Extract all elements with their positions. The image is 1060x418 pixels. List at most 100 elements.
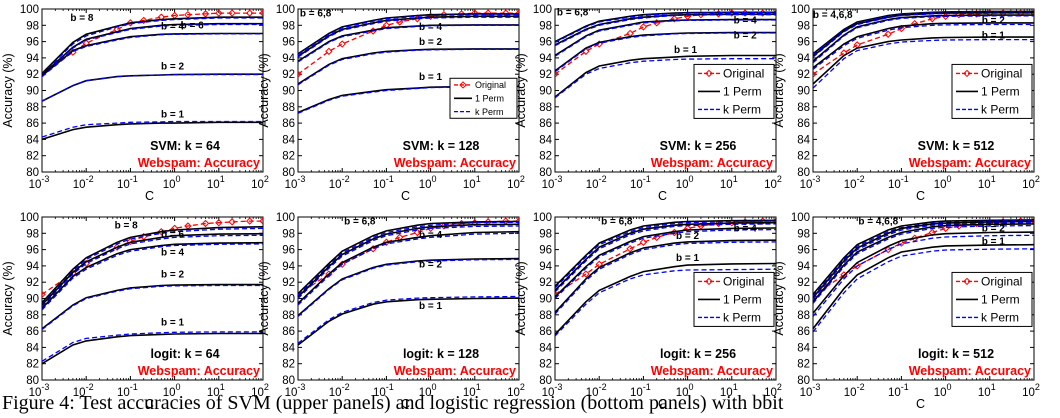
chart0-xtick-label: 10-2 — [73, 174, 94, 191]
chart4-original-marker — [228, 218, 236, 226]
chart3-ytick-label: 94 — [797, 53, 810, 65]
chart0-xtick-label: 102 — [251, 174, 269, 191]
chart5-ytick-label: 98 — [282, 228, 295, 240]
chart4-xlabel: C — [145, 397, 154, 411]
chart4-original-marker — [245, 217, 254, 225]
chart0-curve-label: b = 2 — [161, 61, 185, 72]
chart0-series-perm1-b6 — [42, 22, 263, 76]
chart4-panel: 80 82 84 86 88 90 92 94 96 98 100 10-3 10-2 10-1 100 10… — [1, 212, 269, 411]
chart7-xtick-label: 10-3 — [800, 382, 821, 399]
chart2-panel: 80 82 84 86 88 90 92 94 96 98 100 10-3 10-2 10-1 100 10… — [514, 4, 782, 203]
chart2-legend-label: Original — [723, 67, 764, 81]
chart1-ytick-label: 82 — [282, 151, 295, 163]
chart2-ytick-label: 84 — [539, 134, 552, 146]
chart0-xtick-label: 10-1 — [117, 174, 138, 191]
chart1-original-marker — [515, 9, 519, 17]
chart4-ytick-label: 84 — [26, 342, 39, 354]
chart3-series-perm1-b1 — [813, 36, 1034, 85]
chart0-original-marker — [139, 16, 148, 25]
chart4-xtick-label: 10-3 — [29, 382, 50, 399]
chart5-ytick-label: 86 — [282, 326, 295, 338]
chart5-xtick-label: 10-3 — [285, 382, 306, 399]
chart6-ylabel: Accuracy (%) — [514, 261, 528, 335]
chart4-ytick-label: 98 — [26, 228, 39, 240]
chart7-ytick-label: 94 — [797, 261, 810, 273]
chart4-original-marker — [201, 219, 210, 228]
chart0-original-marker — [215, 9, 223, 17]
chart4-series-permk-b6 — [42, 234, 263, 308]
chart2-legend-label: 1 Perm — [723, 85, 762, 99]
chart5-xlabel: C — [401, 397, 410, 411]
chart7-series-permk-b4 — [813, 224, 1034, 304]
chart7-ytick-label: 84 — [797, 342, 810, 354]
chart6-xtick-label: 100 — [676, 382, 694, 399]
chart2-curve-label: b = 2 — [734, 30, 758, 41]
chart4-xtick-label: 101 — [207, 382, 225, 399]
chart7-ytick-label: 98 — [797, 228, 810, 240]
chart0-series-permk-b4 — [42, 33, 263, 78]
chart5-ytick-label: 82 — [282, 359, 295, 371]
chart6-xlabel: C — [658, 397, 667, 411]
chart5-ytick-label: 84 — [282, 342, 295, 354]
chart0-ytick-label: 100 — [20, 4, 39, 16]
chart0-ytick-label: 98 — [26, 20, 39, 32]
chart3-curve-label: b = 4,6,8 — [813, 10, 853, 21]
chart5-xtick-label: 100 — [419, 382, 437, 399]
chart1-original-marker — [325, 47, 333, 56]
chart6-original-marker — [639, 238, 648, 246]
chart6-ytick-label: 96 — [539, 245, 552, 257]
chart2-ytick-label: 82 — [539, 151, 552, 163]
chart3-ytick-label: 84 — [797, 134, 810, 146]
chart1-curve-label: b = 6,8 — [300, 8, 332, 19]
chart1-series-original — [298, 12, 519, 75]
chart3-original-marker — [813, 70, 817, 78]
chart1-original-marker — [395, 18, 404, 26]
chart0-series-perm1-b2 — [42, 73, 263, 102]
chart4-xtick-label: 10-1 — [117, 382, 138, 399]
chart0-series-perm1-b1 — [42, 121, 263, 141]
chart7-series-permk-b6 — [813, 222, 1034, 300]
chart4-original-marker — [42, 290, 46, 299]
chart5-series-permk-b1 — [298, 295, 519, 344]
chart3-ytick-label: 80 — [797, 167, 810, 179]
chart6-xtick-label: 10-3 — [542, 382, 563, 399]
chart2-series-perm1-b6 — [555, 13, 776, 46]
chart6-ytick-label: 92 — [539, 277, 552, 289]
chart2-original-marker — [697, 10, 705, 19]
chart6-ytick-label: 82 — [539, 359, 552, 371]
chart5-ytick-label: 90 — [282, 294, 295, 306]
chart3-xtick-label: 100 — [934, 174, 952, 191]
chart2-original-marker — [555, 70, 559, 78]
chart6-series-perm1-b4 — [555, 227, 776, 298]
chart1-series-permk-b6 — [298, 16, 519, 58]
chart0-ytick-label: 94 — [26, 53, 39, 65]
chart7-series-perm1-b6 — [813, 220, 1034, 299]
chart2-series-perm1-b8 — [555, 11, 776, 43]
chart1-series-permk-b8 — [298, 14, 519, 56]
chart5-series-perm1-b4 — [298, 230, 519, 304]
chart6-ytick-label: 86 — [539, 326, 552, 338]
chart7-curve-label: b = 2 — [982, 224, 1006, 235]
chart3-series-perm1-b4 — [813, 14, 1034, 62]
chart7-series-permk-b1 — [813, 248, 1034, 333]
chart4-curve-label: b = 6 — [161, 229, 185, 240]
chart1-series-perm1-b6 — [298, 15, 519, 57]
chart5-title: logit: k = 128 — [403, 347, 479, 361]
chart0-curve-label: b = 8 — [70, 13, 94, 24]
chart0-series-permk-b2 — [42, 73, 263, 102]
chart4-series-permk-b4 — [42, 243, 263, 311]
chart3-ytick-label: 100 — [791, 4, 810, 16]
chart6-series-perm1-b8 — [555, 219, 776, 287]
chart4-series-perm1-b1 — [42, 332, 263, 365]
chart7-xlabel: C — [916, 397, 925, 411]
chart2-xtick-label: 10-2 — [586, 174, 607, 191]
chart5-series-perm1-b6 — [298, 223, 519, 298]
chart3-panel: 80 82 84 86 88 90 92 94 96 98 100 10-3 10-2 10-1 100 10… — [772, 4, 1040, 203]
chart1-ytick-label: 100 — [276, 4, 295, 16]
chart4-ytick-label: 92 — [26, 277, 39, 289]
chart6-series-perm1-b6 — [555, 221, 776, 291]
chart0-title: SVM: k = 64 — [150, 139, 220, 153]
chart5-curve-label: b = 2 — [419, 260, 443, 271]
chart1-curve-label: b = 1 — [419, 72, 443, 83]
chart1-series-perm1-b8 — [298, 13, 519, 55]
